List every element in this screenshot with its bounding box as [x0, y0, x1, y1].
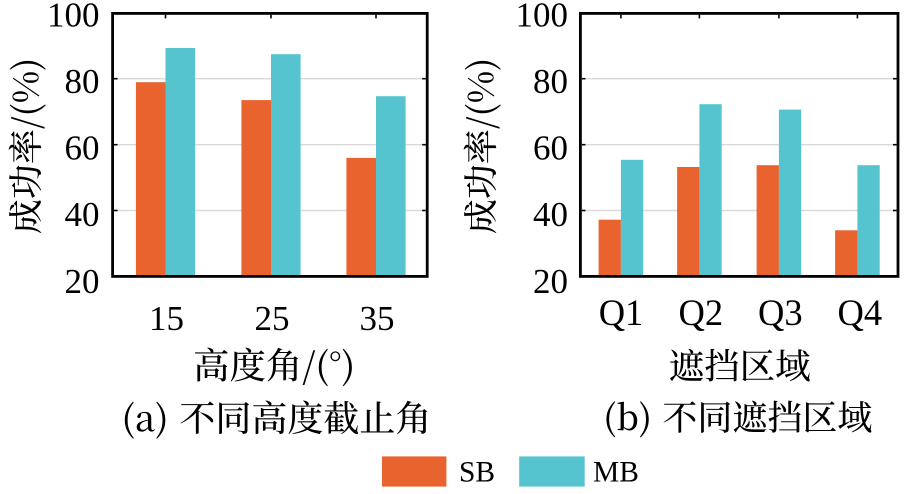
svg-text:100: 100	[516, 0, 569, 34]
svg-text:20: 20	[533, 262, 568, 301]
svg-text:40: 40	[533, 195, 568, 234]
svg-text:100: 100	[47, 0, 100, 34]
svg-text:Q4: Q4	[837, 292, 882, 333]
svg-text:35: 35	[360, 299, 395, 338]
svg-text:80: 80	[533, 62, 568, 101]
svg-text:Q3: Q3	[758, 292, 803, 333]
svg-text:20: 20	[65, 262, 100, 301]
svg-text:15: 15	[149, 299, 184, 338]
svg-text:60: 60	[65, 129, 100, 168]
svg-text:40: 40	[65, 195, 100, 234]
svg-text:Q2: Q2	[678, 292, 723, 333]
svg-text:80: 80	[65, 62, 100, 101]
svg-text:Q1: Q1	[599, 292, 644, 333]
svg-text:MB: MB	[593, 457, 639, 489]
svg-text:SB: SB	[459, 457, 495, 489]
svg-text:25: 25	[255, 299, 290, 338]
svg-text:60: 60	[533, 129, 568, 168]
